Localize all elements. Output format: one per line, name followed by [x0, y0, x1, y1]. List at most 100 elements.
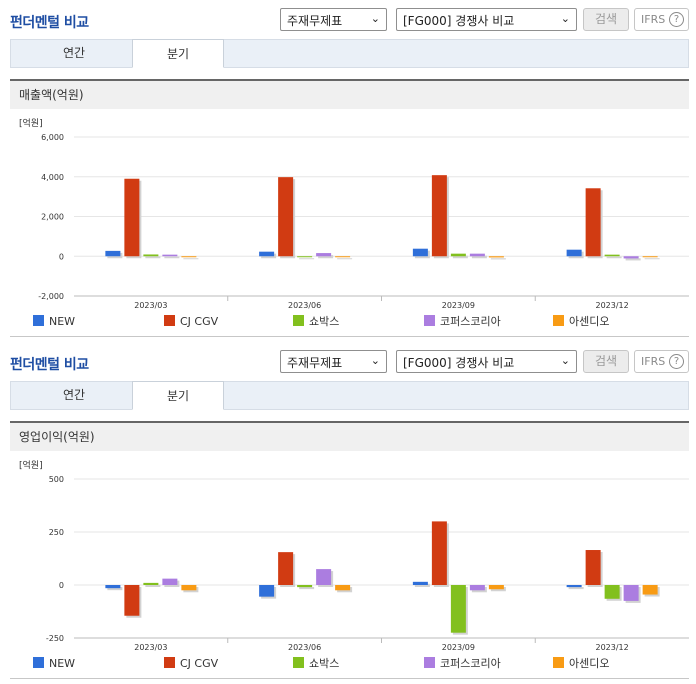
ifrs-button[interactable]: IFRS?: [634, 350, 689, 373]
tab-quarterly[interactable]: 분기: [132, 39, 224, 68]
bar-new: [566, 585, 582, 588]
legend-label: 아센디오: [569, 657, 609, 670]
y-tick-label: 0: [59, 581, 64, 590]
bar-series-3: [316, 253, 332, 257]
bar-series-3: [162, 578, 178, 585]
legend-label: 코퍼스코리아: [440, 657, 501, 670]
bar-shadow: [183, 258, 199, 260]
divider: [10, 678, 689, 679]
period-tabs: 연간 분기: [10, 39, 689, 68]
bar-series-2: [604, 254, 620, 257]
bar-cj-cgv: [431, 175, 447, 257]
bar-cj-cgv: [278, 177, 294, 257]
legend-label: 쇼박스: [309, 315, 339, 328]
y-tick-label: 250: [49, 528, 64, 537]
bar-shadow: [145, 584, 161, 587]
ifrs-label: IFRS: [641, 355, 666, 368]
bar-shadow: [299, 587, 315, 590]
bar-new: [259, 251, 275, 257]
unit-label: [억원]: [19, 117, 43, 129]
bar-new: [105, 585, 121, 589]
bar-shadow: [337, 258, 353, 260]
bar-shadow: [568, 587, 584, 590]
y-tick-label: 6,000: [41, 133, 64, 142]
search-button[interactable]: 검색: [583, 350, 629, 373]
y-tick-label: 2,000: [41, 213, 64, 222]
legend-swatch: [553, 657, 564, 668]
bar-cj-cgv: [431, 521, 447, 585]
bar-shadow: [164, 256, 180, 259]
legend-swatch: [293, 657, 304, 668]
bar-series-4: [488, 585, 504, 590]
bar-shadow: [145, 256, 161, 259]
bar-shadow: [625, 258, 641, 261]
revenue-chart: [억원] 6,000 4,000 2,000 0 -2,000 2023/03 2023/06…: [19, 117, 689, 328]
legend-label: 코퍼스코리아: [440, 315, 501, 328]
divider: [10, 336, 689, 337]
bar-series-4: [642, 585, 658, 595]
chevron-down-icon: ⌄: [370, 12, 380, 25]
bar-new: [412, 581, 428, 585]
bar-series-2: [143, 582, 159, 585]
legend-swatch: [164, 315, 175, 326]
bar-shadow: [644, 258, 660, 260]
bar-cj-cgv: [278, 552, 294, 585]
bar-series-2: [297, 585, 313, 588]
tab-annual[interactable]: 연간: [62, 46, 86, 60]
x-tick-label: 2023/12: [596, 643, 629, 652]
x-tick-label: 2023/09: [442, 643, 475, 652]
help-icon[interactable]: ?: [669, 354, 684, 369]
bar-series-4: [488, 256, 504, 258]
bar-series-2: [450, 253, 466, 257]
legend-label: CJ CGV: [180, 657, 219, 670]
compare-select[interactable]: [FG000] 경쟁사 비교 ⌄: [396, 350, 577, 373]
search-button[interactable]: 검색: [583, 8, 629, 31]
bar-cj-cgv: [585, 188, 601, 257]
tab-annual[interactable]: 연간: [62, 388, 86, 402]
compare-select[interactable]: [FG000] 경쟁사 비교 ⌄: [396, 8, 577, 31]
legend-label: 아센디오: [569, 315, 609, 328]
bar-shadow: [606, 256, 622, 259]
statement-select-value: 주재무제표: [287, 14, 343, 28]
chevron-down-icon: ⌄: [370, 354, 380, 367]
bar-series-2: [297, 256, 313, 258]
compare-select-value: [FG000] 경쟁사 비교: [403, 14, 515, 28]
legend-label: NEW: [49, 657, 75, 670]
x-tick-label: 2023/12: [596, 301, 629, 310]
unit-label: [억원]: [19, 459, 43, 471]
bar-new: [259, 585, 275, 597]
bar-shadow: [452, 255, 468, 259]
bar-shadow: [299, 258, 315, 260]
x-tick-label: 2023/03: [134, 301, 167, 310]
bar-series-2: [450, 585, 466, 633]
bar-series-4: [181, 256, 197, 258]
bar-shadow: [490, 258, 506, 260]
compare-select-value: [FG000] 경쟁사 비교: [403, 356, 515, 370]
chart-title: 영업이익(억원): [10, 421, 689, 451]
y-tick-label: 4,000: [41, 173, 64, 182]
legend-swatch: [424, 657, 435, 668]
y-tick-label: 0: [59, 252, 64, 261]
bar-series-3: [162, 254, 178, 257]
bar-series-3: [623, 256, 639, 259]
legend-swatch: [424, 315, 435, 326]
help-icon[interactable]: ?: [669, 12, 684, 27]
section-title: 펀더멘털 비교: [10, 357, 89, 373]
bar-cj-cgv: [124, 585, 140, 616]
legend-swatch: [553, 315, 564, 326]
chevron-down-icon: ⌄: [560, 354, 570, 367]
x-tick-label: 2023/03: [134, 643, 167, 652]
fundamental-panel-operating-profit: 펀더멘털 비교 주재무제표 ⌄ [FG000] 경쟁사 비교 ⌄ 검색 IFRS? …: [0, 342, 696, 684]
bar-series-4: [335, 256, 351, 258]
bar-series-4: [335, 585, 351, 591]
legend-swatch: [164, 657, 175, 668]
bar-series-3: [469, 253, 485, 257]
x-tick-label: 2023/06: [288, 301, 321, 310]
ifrs-button[interactable]: IFRS?: [634, 8, 689, 31]
y-tick-label: -2,000: [38, 292, 64, 301]
bar-series-4: [642, 256, 658, 258]
statement-select[interactable]: 주재무제표 ⌄: [280, 350, 387, 373]
statement-select[interactable]: 주재무제표 ⌄: [280, 8, 387, 31]
tab-quarterly[interactable]: 분기: [132, 381, 224, 410]
legend-label: NEW: [49, 315, 75, 328]
